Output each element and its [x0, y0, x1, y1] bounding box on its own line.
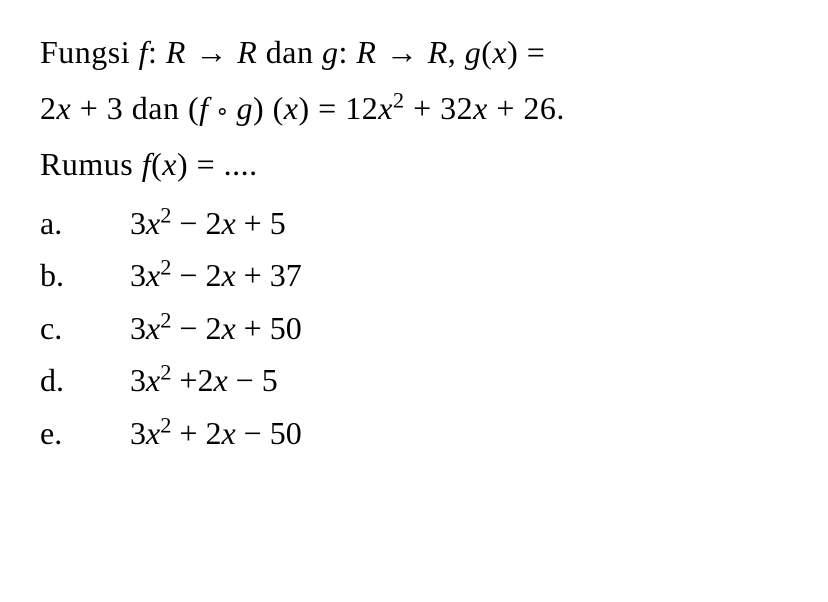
option-letter: a.	[40, 204, 130, 242]
text-open: (	[481, 34, 492, 70]
var-x: x	[221, 310, 235, 346]
set-R2: R	[237, 34, 257, 70]
set-R3: R	[356, 34, 376, 70]
math-problem: Fungsi f: R → R dan g: R → R, g(x) = 2x …	[40, 28, 788, 452]
option-b: b. 3x2 − 2x + 37	[40, 256, 788, 294]
text-open: (	[151, 146, 162, 182]
var-g: g	[236, 90, 253, 126]
option-expression: 3x2 +2x − 5	[130, 361, 278, 399]
rest: − 50	[236, 415, 302, 451]
var-x: x	[492, 34, 507, 70]
rest: + 37	[236, 257, 302, 293]
coef: 3	[130, 205, 146, 241]
text-dan: dan	[257, 34, 322, 70]
option-expression: 3x2 − 2x + 50	[130, 309, 302, 347]
question-line-3: Rumus f(x) = ....	[40, 140, 788, 188]
option-letter: c.	[40, 309, 130, 347]
option-a: a. 3x2 − 2x + 5	[40, 204, 788, 242]
var-f: f	[142, 146, 151, 182]
var-f: f	[139, 34, 148, 70]
option-c: c. 3x2 − 2x + 50	[40, 309, 788, 347]
rest: + 50	[236, 310, 302, 346]
op: + 2	[171, 415, 221, 451]
var-x: x	[146, 310, 160, 346]
question-line-2: 2x + 3 dan (f ∘ g) (x) = 12x2 + 32x + 26…	[40, 84, 788, 132]
var-x: x	[213, 362, 227, 398]
arrow-icon: →	[186, 34, 237, 70]
coef: 3	[130, 257, 146, 293]
op: − 2	[171, 205, 221, 241]
var-f: f	[199, 90, 208, 126]
text-plus32: + 32	[405, 90, 474, 126]
var-x: x	[146, 205, 160, 241]
var-x: x	[473, 90, 488, 126]
option-letter: d.	[40, 361, 130, 399]
var-x: x	[221, 257, 235, 293]
text-colon2: :	[339, 34, 357, 70]
option-expression: 3x2 − 2x + 37	[130, 256, 302, 294]
rest: − 5	[228, 362, 278, 398]
text-comma: ,	[448, 34, 465, 70]
var-x: x	[378, 90, 393, 126]
text-plus26: + 26.	[488, 90, 565, 126]
rest: + 5	[236, 205, 286, 241]
op: − 2	[171, 310, 221, 346]
text-rest: ) = ....	[177, 146, 258, 182]
op: +2	[171, 362, 213, 398]
option-expression: 3x2 + 2x − 50	[130, 414, 302, 452]
text-fungsi: Fungsi	[40, 34, 139, 70]
exp: 2	[160, 307, 171, 332]
var-x: x	[57, 90, 72, 126]
coef: 3	[130, 310, 146, 346]
var-g: g	[322, 34, 339, 70]
exp: 2	[160, 255, 171, 280]
text-close-eq: ) =	[507, 34, 545, 70]
coef: 3	[130, 362, 146, 398]
var-x: x	[284, 90, 299, 126]
var-x: x	[162, 146, 177, 182]
text-paren: ) (	[253, 90, 284, 126]
coef: 3	[130, 415, 146, 451]
text-rumus: Rumus	[40, 146, 142, 182]
var-g2: g	[465, 34, 482, 70]
op: − 2	[171, 257, 221, 293]
question-line-1: Fungsi f: R → R dan g: R → R, g(x) =	[40, 28, 788, 76]
var-x: x	[146, 415, 160, 451]
option-letter: b.	[40, 256, 130, 294]
compose-icon: ∘	[209, 99, 237, 124]
option-letter: e.	[40, 414, 130, 452]
text-plus3dan: + 3 dan (	[71, 90, 199, 126]
option-d: d. 3x2 +2x − 5	[40, 361, 788, 399]
var-x: x	[221, 205, 235, 241]
var-x: x	[146, 257, 160, 293]
coef-2: 2	[40, 90, 57, 126]
set-R4: R	[428, 34, 448, 70]
var-x: x	[146, 362, 160, 398]
exp: 2	[160, 412, 171, 437]
answer-options: a. 3x2 − 2x + 5 b. 3x2 − 2x + 37 c. 3x2 …	[40, 204, 788, 452]
var-x: x	[221, 415, 235, 451]
text-eq12: ) = 12	[298, 90, 378, 126]
set-R1: R	[166, 34, 186, 70]
exp: 2	[160, 360, 171, 385]
option-expression: 3x2 − 2x + 5	[130, 204, 286, 242]
exp-2: 2	[393, 87, 405, 112]
arrow-icon: →	[376, 34, 427, 70]
option-e: e. 3x2 + 2x − 50	[40, 414, 788, 452]
exp: 2	[160, 202, 171, 227]
text-colon1: :	[148, 34, 166, 70]
